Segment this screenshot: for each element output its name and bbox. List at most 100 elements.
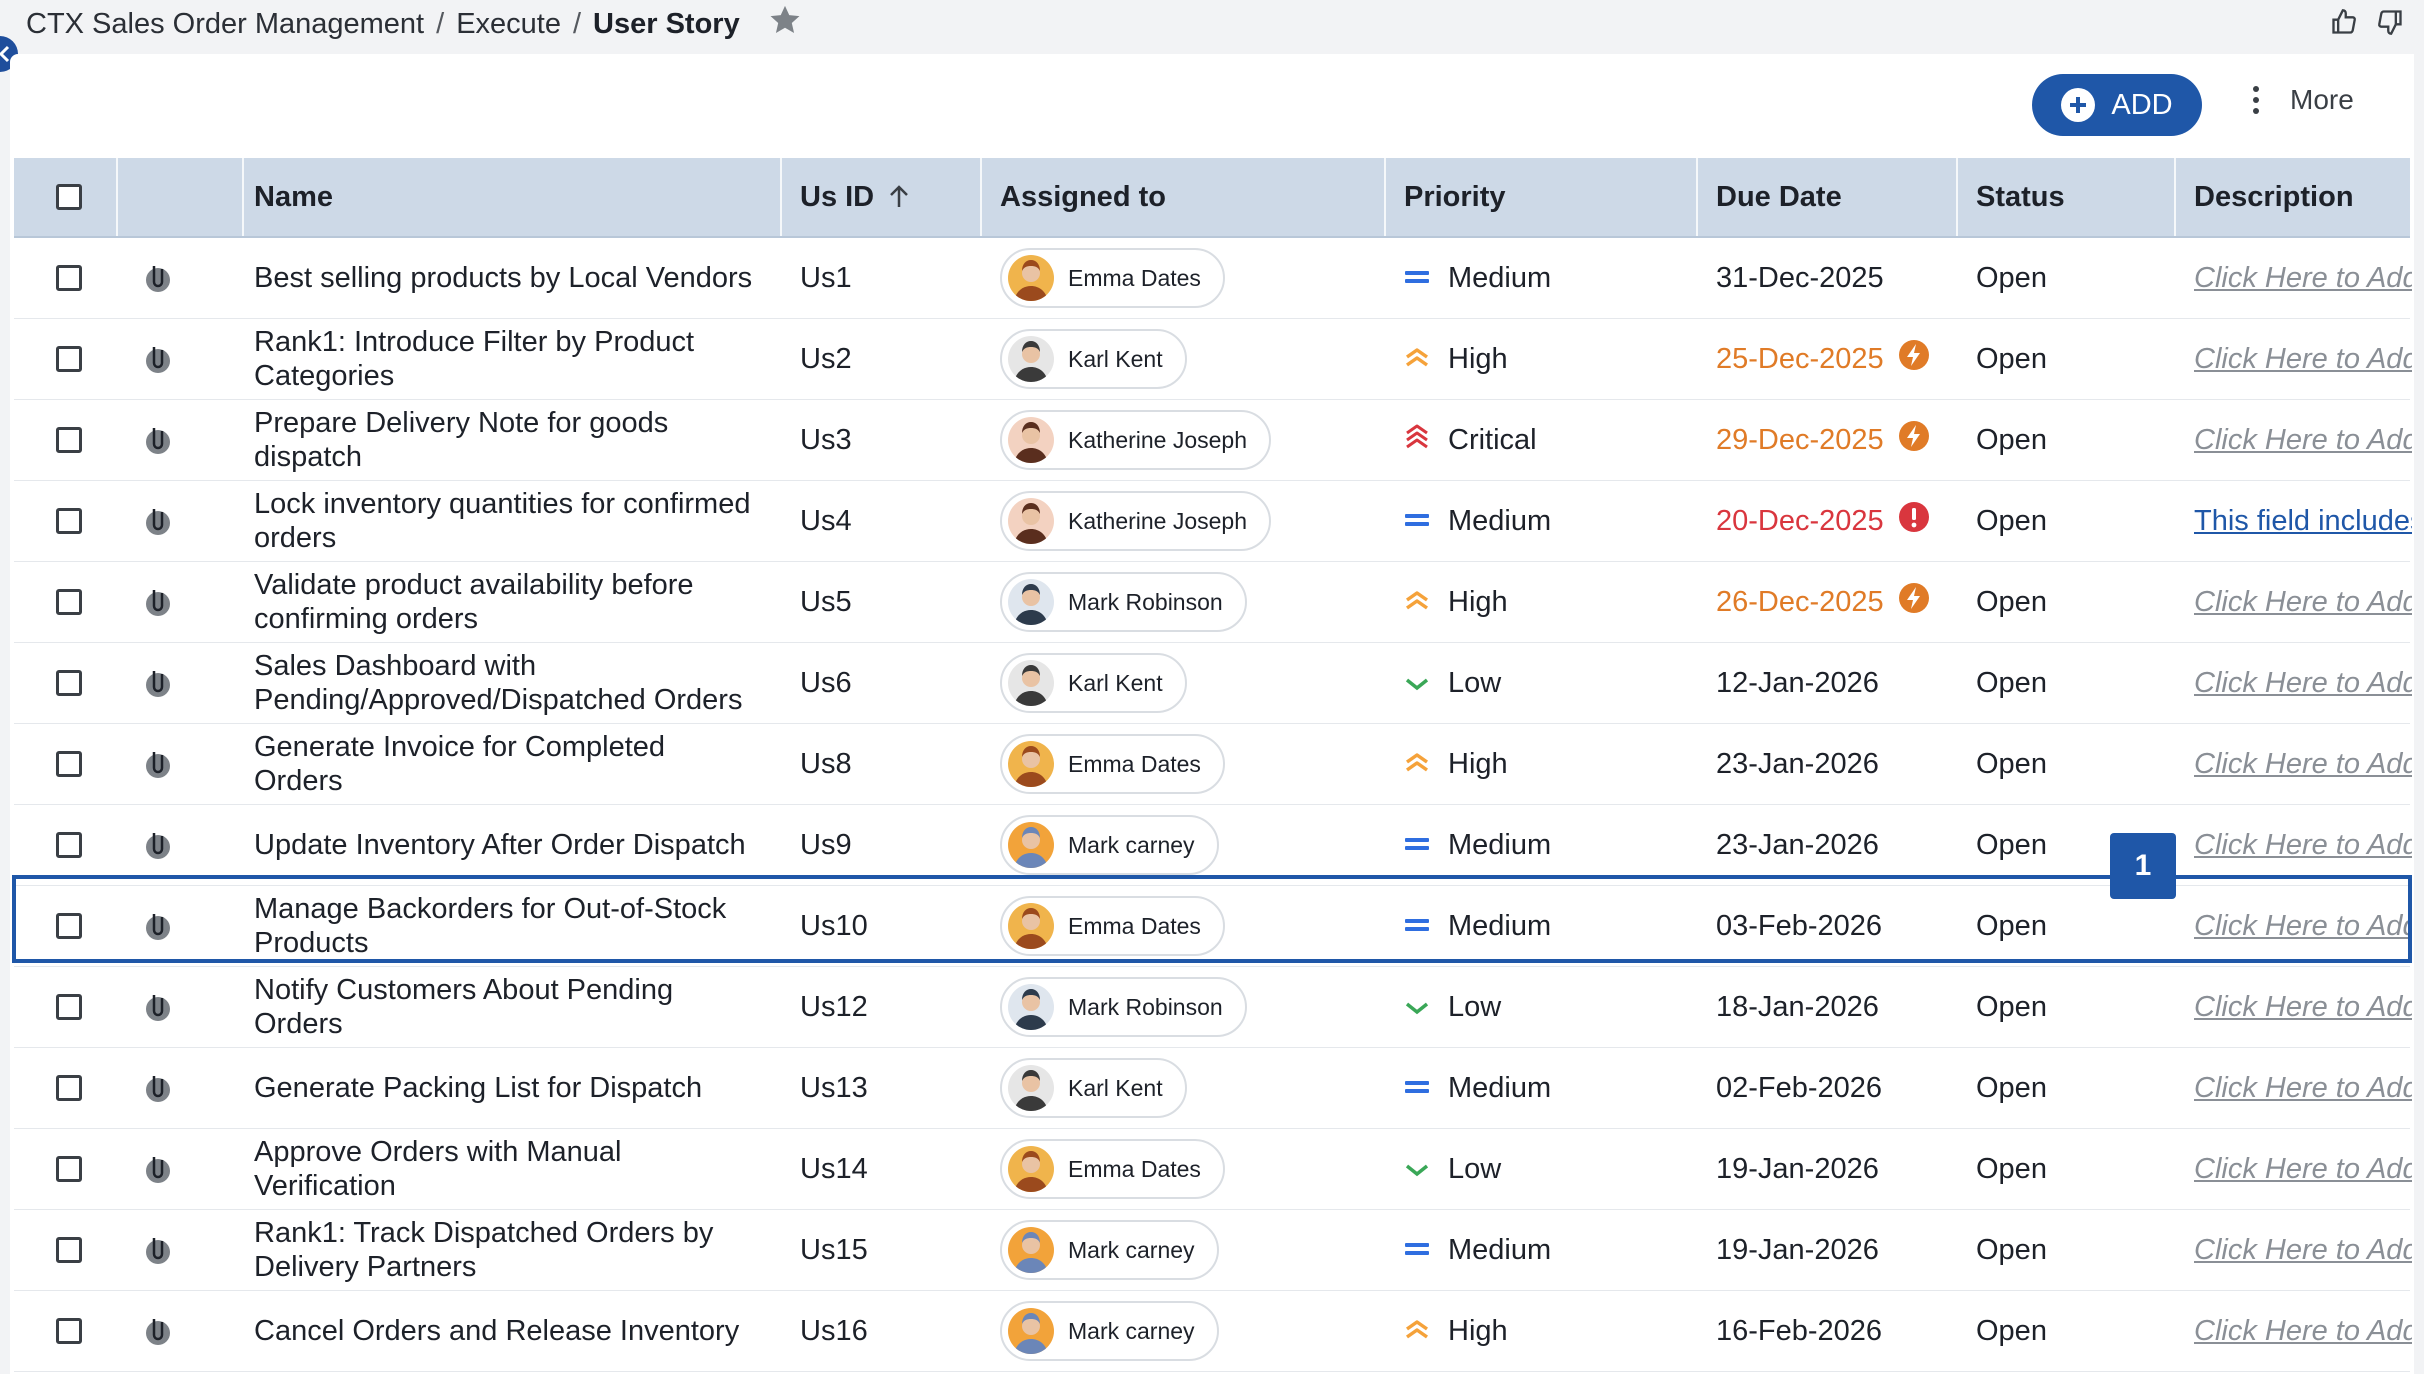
assignee-chip[interactable]: Mark Robinson [1000,977,1247,1037]
row-checkbox[interactable] [56,670,82,696]
description-link[interactable]: Click Here to Add [2194,828,2412,861]
description-link[interactable]: Click Here to Add [2194,1152,2412,1185]
description-link[interactable]: Click Here to Add [2194,261,2412,294]
table-row[interactable]: Best selling products by Local Vendors Us… [14,238,2412,319]
due-date: 19-Jan-2026 [1716,1152,1879,1185]
description-link[interactable]: Click Here to Add [2194,585,2412,618]
story-name[interactable]: Prepare Delivery Note for goods dispatch [254,407,669,473]
breadcrumb-section[interactable]: Execute [456,8,561,40]
row-checkbox[interactable] [56,265,82,291]
table-row[interactable]: Validate product availability before con… [14,562,2412,643]
attachment-icon[interactable] [142,805,174,885]
table-row[interactable]: Generate Packing List for Dispatch Us13 Ka… [14,1048,2412,1129]
story-name[interactable]: Best selling products by Local Vendors [254,262,753,294]
table-row[interactable]: Lock inventory quantities for confirmed … [14,481,2412,562]
attachment-icon[interactable] [142,238,174,318]
assignee-chip[interactable]: Katherine Joseph [1000,491,1272,551]
story-name[interactable]: Approve Orders with Manual Verification [254,1136,622,1202]
assignee-chip[interactable]: Emma Dates [1000,1139,1225,1199]
description-link[interactable]: Click Here to Add [2194,342,2412,375]
assignee-chip[interactable]: Karl Kent [1000,653,1187,713]
row-checkbox[interactable] [56,832,82,858]
attachment-icon[interactable] [142,1048,174,1128]
row-checkbox[interactable] [56,1237,82,1263]
table-row[interactable]: Cancel Orders and Release Inventory Us16 M… [14,1291,2412,1372]
description-link[interactable]: This field includes [2194,504,2412,537]
attachment-icon[interactable] [142,319,174,399]
assignee-chip[interactable]: Mark carney [1000,815,1219,875]
column-header-name[interactable]: Name [254,180,333,213]
story-name[interactable]: Rank1: Introduce Filter by Product Categ… [254,326,695,392]
column-header-usid[interactable]: Us ID [800,158,910,236]
assignee-chip[interactable]: Mark carney [1000,1301,1219,1361]
table-row[interactable]: Generate Invoice for Completed Orders Us8… [14,724,2412,805]
assignee-chip[interactable]: Emma Dates [1000,734,1225,794]
story-name[interactable]: Update Inventory After Order Dispatch [254,829,746,861]
story-name[interactable]: Generate Packing List for Dispatch [254,1072,703,1104]
row-checkbox[interactable] [56,1075,82,1101]
column-header-priority[interactable]: Priority [1404,180,1506,213]
attachment-icon[interactable] [142,886,174,966]
table-row[interactable]: Sales Dashboard with Pending/Approved/Di… [14,643,2412,724]
story-name[interactable]: Lock inventory quantities for confirmed … [254,488,751,554]
row-checkbox[interactable] [56,427,82,453]
row-checkbox[interactable] [56,508,82,534]
table-row[interactable]: Approve Orders with Manual Verification U… [14,1129,2412,1210]
table-row[interactable]: Manage Backorders for Out-of-Stock Produ… [14,886,2412,967]
table-row[interactable]: Rank1: Track Dispatched Orders by Delive… [14,1210,2412,1291]
column-header-assigned[interactable]: Assigned to [1000,180,1166,213]
attachment-icon[interactable] [142,967,174,1047]
breadcrumb-app[interactable]: CTX Sales Order Management [26,8,425,40]
description-link[interactable]: Click Here to Add [2194,1314,2412,1347]
story-name[interactable]: Manage Backorders for Out-of-Stock Produ… [254,893,727,959]
story-name[interactable]: Notify Customers About Pending Orders [254,974,674,1040]
attachment-icon[interactable] [142,562,174,642]
row-checkbox[interactable] [56,346,82,372]
assignee-chip[interactable]: Karl Kent [1000,329,1187,389]
add-button[interactable]: ADD [2032,74,2202,136]
assignee-chip[interactable]: Karl Kent [1000,1058,1187,1118]
attachment-icon[interactable] [142,724,174,804]
row-checkbox[interactable] [56,1318,82,1344]
row-checkbox[interactable] [56,1156,82,1182]
column-header-description[interactable]: Description [2194,180,2354,213]
row-checkbox[interactable] [56,751,82,777]
row-checkbox[interactable] [56,913,82,939]
select-all-checkbox[interactable] [56,184,82,210]
story-name[interactable]: Cancel Orders and Release Inventory [254,1315,740,1347]
story-name[interactable]: Generate Invoice for Completed Orders [254,731,666,797]
row-checkbox[interactable] [56,589,82,615]
table-row[interactable]: Prepare Delivery Note for goods dispatch… [14,400,2412,481]
description-link[interactable]: Click Here to Add [2194,909,2412,942]
story-name[interactable]: Validate product availability before con… [254,569,694,635]
assignee-chip[interactable]: Katherine Joseph [1000,410,1272,470]
thumbs-down-icon[interactable] [2376,8,2404,41]
column-header-due-date[interactable]: Due Date [1716,180,1842,213]
attachment-icon[interactable] [142,1129,174,1209]
description-link[interactable]: Click Here to Add [2194,666,2412,699]
assignee-chip[interactable]: Emma Dates [1000,896,1225,956]
assignee-chip[interactable]: Mark Robinson [1000,572,1247,632]
description-link[interactable]: Click Here to Add [2194,423,2412,456]
thumbs-up-icon[interactable] [2330,8,2358,41]
description-link[interactable]: Click Here to Add [2194,1233,2412,1266]
table-row[interactable]: Update Inventory After Order Dispatch Us9… [14,805,2412,886]
attachment-icon[interactable] [142,1210,174,1290]
attachment-icon[interactable] [142,1291,174,1371]
row-checkbox[interactable] [56,994,82,1020]
assignee-chip[interactable]: Mark carney [1000,1220,1219,1280]
story-name[interactable]: Sales Dashboard with Pending/Approved/Di… [254,650,743,716]
story-name[interactable]: Rank1: Track Dispatched Orders by Delive… [254,1217,714,1283]
attachment-icon[interactable] [142,481,174,561]
description-link[interactable]: Click Here to Add [2194,990,2412,1023]
column-header-status[interactable]: Status [1976,180,2065,213]
table-row[interactable]: Rank1: Introduce Filter by Product Categ… [14,319,2412,400]
more-menu-button[interactable]: More [2252,84,2354,116]
attachment-icon[interactable] [142,643,174,723]
assignee-chip[interactable]: Emma Dates [1000,248,1225,308]
table-row[interactable]: Notify Customers About Pending Orders Us1… [14,967,2412,1048]
attachment-icon[interactable] [142,400,174,480]
description-link[interactable]: Click Here to Add [2194,1071,2412,1104]
description-link[interactable]: Click Here to Add [2194,747,2412,780]
favorite-star-icon[interactable] [768,3,802,42]
